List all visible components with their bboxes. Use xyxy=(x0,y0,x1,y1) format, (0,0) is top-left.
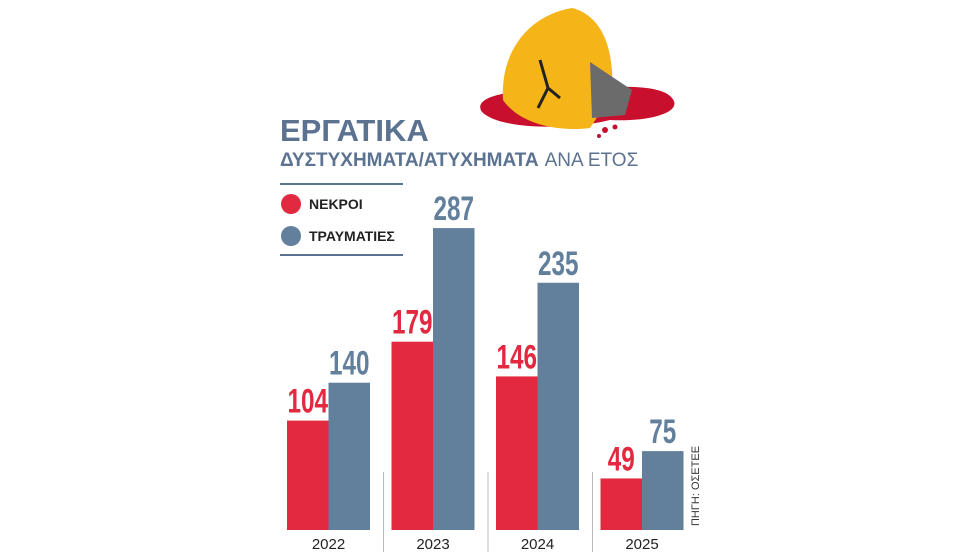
legend-swatch xyxy=(281,194,301,214)
x-tick-label: 2022 xyxy=(312,536,345,552)
bar xyxy=(287,420,329,530)
bar xyxy=(642,451,684,530)
data-label: 287 xyxy=(434,190,475,228)
x-tick-label: 2024 xyxy=(521,536,554,552)
data-label: 75 xyxy=(649,413,676,451)
bar xyxy=(328,382,370,530)
data-label: 104 xyxy=(288,383,329,421)
legend-label: ΝΕΚΡΟΙ xyxy=(309,196,363,212)
data-label: 146 xyxy=(497,338,538,376)
helmet-illustration xyxy=(480,8,675,138)
bar xyxy=(496,376,538,530)
data-label: 49 xyxy=(608,440,635,478)
bar xyxy=(600,478,642,530)
legend-swatch xyxy=(281,226,301,246)
data-label: 179 xyxy=(392,304,433,342)
bar xyxy=(391,341,433,530)
bar xyxy=(433,228,475,531)
data-label: 140 xyxy=(329,345,370,383)
data-label: 235 xyxy=(538,245,579,283)
x-tick-label: 2023 xyxy=(416,536,449,552)
chart-subtitle: ΔΥΣΤΥΧΗΜΑΤΑ/ΑΤΥΧΗΜΑΤΑ ΑΝΑ ΕΤΟΣ xyxy=(280,150,638,171)
subtitle-suffix: ΑΝΑ ΕΤΟΣ xyxy=(545,150,639,171)
x-tick-label: 2025 xyxy=(625,536,658,552)
source-note: ΠΗΓΗ: ΟΣΕΤΕΕ xyxy=(690,446,702,526)
chart-title: ΕΡΓΑΤΙΚΑ xyxy=(280,113,429,148)
legend-label: ΤΡΑΥΜΑΤΙΕΣ xyxy=(309,228,395,244)
subtitle-main: ΔΥΣΤΥΧΗΜΑΤΑ/ΑΤΥΧΗΜΑΤΑ xyxy=(280,150,539,171)
bar xyxy=(537,282,579,530)
